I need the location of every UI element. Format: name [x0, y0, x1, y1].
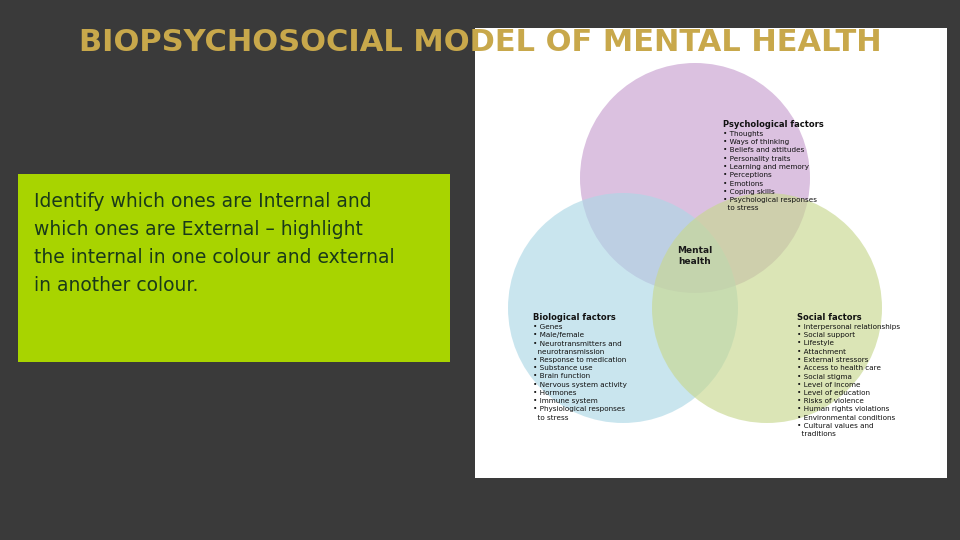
Text: Biological factors: Biological factors: [533, 313, 615, 322]
FancyBboxPatch shape: [475, 28, 947, 478]
Text: BIOPSYCHOSOCIAL MODEL OF MENTAL HEALTH: BIOPSYCHOSOCIAL MODEL OF MENTAL HEALTH: [79, 28, 881, 57]
Circle shape: [652, 193, 882, 423]
Text: Social factors: Social factors: [797, 313, 862, 322]
Text: • Interpersonal relationships
• Social support
• Lifestyle
• Attachment
• Extern: • Interpersonal relationships • Social s…: [797, 324, 900, 437]
Text: Psychological factors: Psychological factors: [723, 120, 824, 129]
Text: • Thoughts
• Ways of thinking
• Beliefs and attitudes
• Personality traits
• Lea: • Thoughts • Ways of thinking • Beliefs …: [723, 131, 817, 211]
Text: • Genes
• Male/female
• Neurotransmitters and
  neurotransmission
• Response to : • Genes • Male/female • Neurotransmitter…: [533, 324, 627, 421]
Circle shape: [580, 63, 810, 293]
FancyBboxPatch shape: [18, 174, 450, 362]
Text: Identify which ones are Internal and
which ones are External – highlight
the int: Identify which ones are Internal and whi…: [34, 192, 395, 295]
Circle shape: [508, 193, 738, 423]
Text: Mental
health: Mental health: [678, 246, 712, 266]
